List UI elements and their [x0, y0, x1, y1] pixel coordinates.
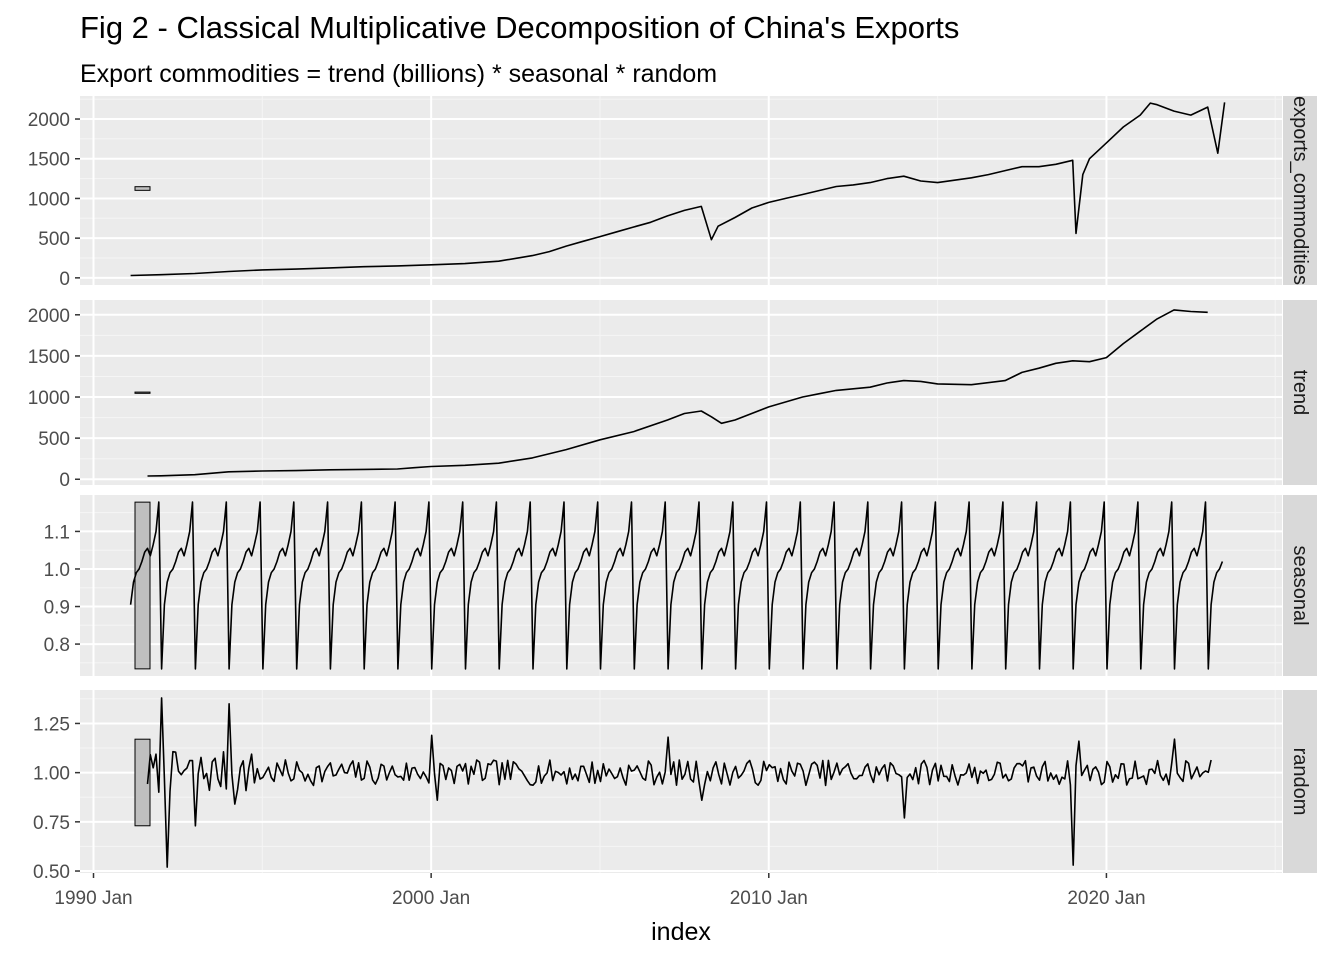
- y-tick-label: 1.0: [44, 560, 70, 581]
- y-tick-label: 2000: [28, 306, 70, 327]
- x-tick-label: 2000 Jan: [392, 888, 470, 909]
- x-axis-label: index: [651, 918, 711, 946]
- chart-title: Fig 2 - Classical Multiplicative Decompo…: [80, 10, 960, 45]
- series-line-seasonal: [129, 501, 1224, 670]
- y-tick-label: 500: [38, 429, 70, 450]
- strip-label: random: [1289, 748, 1311, 816]
- y-tick-label: 1.25: [33, 714, 70, 735]
- chart-subtitle: Export commodities = trend (billions) * …: [80, 60, 718, 88]
- y-tick-label: 0.75: [33, 813, 70, 834]
- panel-background: [80, 495, 1282, 676]
- y-tick-label: 0.8: [44, 635, 70, 656]
- y-tick-label: 1.00: [33, 764, 70, 785]
- y-tick-label: 2000: [28, 110, 70, 131]
- panel-background: [80, 96, 1282, 285]
- strip-background: [1283, 96, 1317, 285]
- scale-bar: [134, 391, 151, 394]
- x-tick-label: 2020 Jan: [1067, 888, 1145, 909]
- y-tick-label: 0: [59, 470, 70, 491]
- series-line-random: [146, 697, 1212, 868]
- strip-label: seasonal: [1289, 545, 1311, 625]
- scale-bar: [134, 501, 151, 670]
- strip-background: [1283, 495, 1317, 676]
- scale-bar: [134, 186, 151, 191]
- x-tick-label: 2010 Jan: [730, 888, 808, 909]
- y-tick-label: 1.1: [44, 522, 70, 543]
- y-tick-label: 1500: [28, 347, 70, 368]
- y-tick-label: 1000: [28, 388, 70, 409]
- y-tick-label: 1500: [28, 150, 70, 171]
- strip-label: exports_commodities: [1289, 96, 1311, 285]
- y-tick-label: 0.50: [33, 862, 70, 883]
- y-tick-label: 500: [38, 229, 70, 250]
- panel-background: [80, 300, 1282, 485]
- strip-background: [1283, 300, 1317, 485]
- y-tick-label: 0.9: [44, 598, 70, 619]
- x-tick-label: 1990 Jan: [54, 888, 132, 909]
- series-line-exports_commodities: [130, 102, 1226, 277]
- strip-background: [1283, 690, 1317, 873]
- strip-label: trend: [1289, 370, 1311, 416]
- y-tick-label: 0: [59, 269, 70, 290]
- y-tick-label: 1000: [28, 189, 70, 210]
- series-line-trend: [147, 309, 1208, 477]
- panel-background: [80, 690, 1282, 873]
- scale-bar: [134, 738, 151, 827]
